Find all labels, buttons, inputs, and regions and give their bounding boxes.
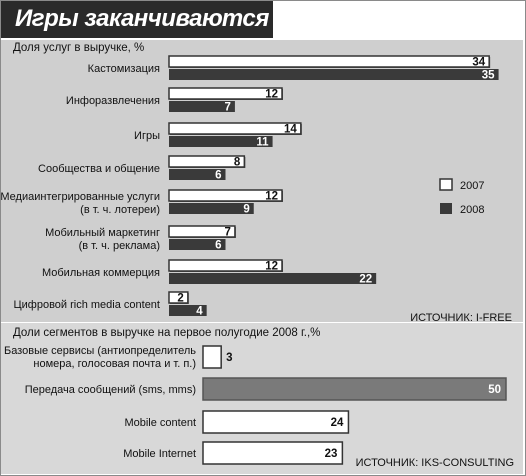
top-chart-row: Игры 14 11: [134, 122, 302, 149]
bar-value-2008: 22: [359, 274, 372, 286]
category-label: Медиаинтегрированные услуги: [0, 191, 160, 203]
bottom-chart-row: Mobile content 24: [124, 410, 350, 434]
legend: 2007 2008: [439, 178, 484, 216]
category-label: Мобильный маркетинг: [45, 227, 160, 239]
bar-value-2007: 14: [284, 124, 297, 136]
top-chart-row: Сообщества и общение 8 6: [38, 155, 246, 182]
segment-label: Базовые сервисы (антиопределитель: [4, 345, 196, 357]
category-label: Игры: [134, 130, 160, 142]
page-title: Игры заканчиваются: [15, 5, 269, 32]
bottom-chart-row: Базовые сервисы (антиопределительномера,…: [4, 345, 233, 370]
segment-label: Mobile Internet: [123, 448, 196, 460]
segment-value: 3: [226, 352, 232, 364]
bar-2007: [168, 189, 283, 202]
bar-2007: [168, 291, 189, 304]
bar-value-2008: 9: [243, 204, 249, 216]
bar-2008: [169, 239, 226, 250]
legend-swatch-2008: [440, 203, 452, 214]
bar-value-2007: 2: [177, 293, 183, 305]
bar-value-2008: 7: [225, 102, 231, 114]
bar-value-2007: 34: [472, 57, 485, 69]
bar-2008: [169, 203, 254, 214]
legend-swatch-2007: [439, 178, 453, 191]
segment-bar: [202, 345, 222, 369]
bar-value-2008: 11: [256, 137, 269, 149]
legend-label-2008: 2008: [460, 204, 484, 216]
segment-value: 50: [488, 384, 501, 396]
bar-value-2007: 12: [265, 261, 278, 273]
bar-2008: [169, 273, 377, 284]
top-chart-title: Доля услуг в выручке, %: [13, 42, 144, 54]
segment-bar: [202, 441, 344, 465]
bar-2007: [168, 122, 302, 135]
bar-2008: [169, 305, 207, 316]
segment-label: Передача сообщений (sms, mms): [25, 384, 196, 396]
bottom-chart-source: ИСТОЧНИК: IKS-CONSULTING: [356, 457, 514, 469]
bar-value-2008: 6: [215, 240, 221, 252]
bar-2007: [168, 155, 246, 168]
bar-value-2007: 12: [265, 191, 278, 203]
legend-label-2007: 2007: [460, 180, 484, 192]
bar-2007: [168, 55, 490, 68]
segment-bar: [202, 377, 507, 401]
segment-label: Mobile content: [124, 417, 196, 429]
segment-bar: [202, 410, 350, 434]
category-label: Цифровой rich media content: [14, 299, 161, 311]
bar-value-2008: 6: [215, 170, 221, 182]
bar-value-2007: 12: [265, 89, 278, 101]
bar-2007: [168, 225, 236, 238]
title-bar: Игры заканчиваются: [1, 1, 273, 38]
top-chart-row: Цифровой rich media content 2 4: [14, 291, 207, 318]
top-chart-row: Инфоразвлечения 12 7: [66, 87, 283, 114]
bottom-chart-row: Передача сообщений (sms, mms) 50: [25, 377, 507, 401]
bottom-chart-title: Доли сегментов в выручке на первое полуг…: [13, 327, 320, 339]
category-label: Инфоразвлечения: [66, 95, 160, 107]
top-chart-source: ИСТОЧНИК: I-FREE: [410, 312, 512, 324]
bottom-chart-row: Mobile Internet 23: [123, 441, 344, 465]
category-label: (в т. ч. реклама): [79, 240, 160, 252]
bar-value-2007: 8: [234, 157, 241, 169]
bar-value-2008: 4: [196, 306, 203, 318]
category-label: Мобильная коммерция: [42, 267, 160, 279]
bar-2008: [169, 136, 273, 147]
bar-2008: [169, 169, 226, 180]
category-label: (в т. ч. лотереи): [80, 204, 160, 216]
segment-value: 23: [325, 448, 338, 460]
bar-value-2008: 35: [482, 70, 495, 82]
bar-value-2007: 7: [225, 227, 231, 239]
bar-2008: [169, 69, 499, 80]
bar-2007: [168, 259, 283, 272]
segment-value: 24: [331, 417, 344, 429]
category-label: Кастомизация: [88, 63, 160, 75]
top-chart-row: Мобильная коммерция 12 22: [42, 259, 377, 286]
top-chart-row: Мобильный маркетинг(в т. ч. реклама) 76: [45, 225, 236, 252]
bar-2007: [168, 87, 283, 100]
segment-label: номера, голосовая почта и т. п.): [33, 358, 196, 370]
bar-2008: [169, 101, 235, 112]
category-label: Сообщества и общение: [38, 163, 160, 175]
top-chart-row: Медиаинтегрированные услуги(в т. ч. лоте…: [0, 189, 283, 216]
